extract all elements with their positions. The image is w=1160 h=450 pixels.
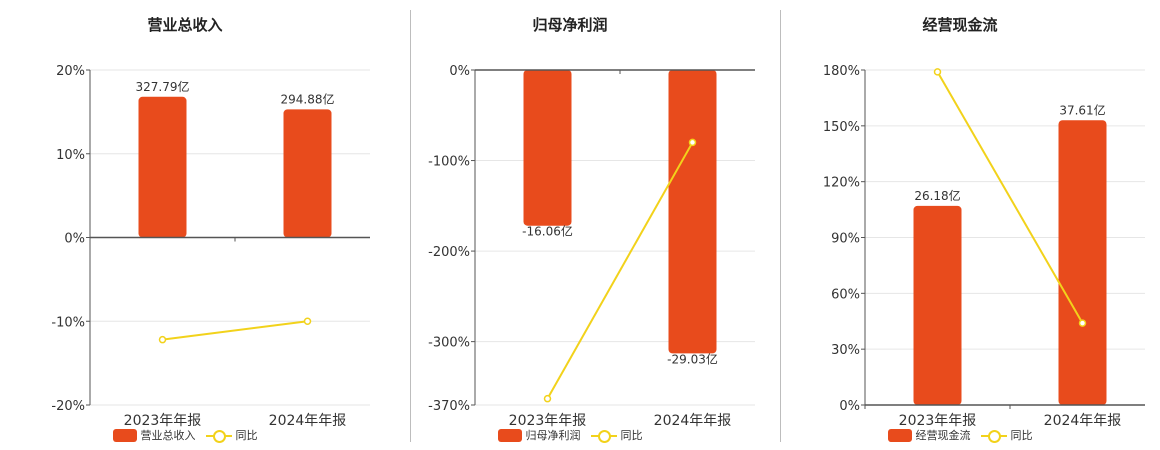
yoy-point xyxy=(688,138,697,147)
legend-bar-label: 归母净利润 xyxy=(525,429,581,442)
chart-title: 归母净利润 xyxy=(532,16,608,34)
legend-item-bar[interactable]: 营业总收入 xyxy=(112,427,196,443)
yoy-point xyxy=(158,335,167,344)
y-tick-label: 150% xyxy=(823,120,860,135)
x-tick-label: 2024年年报 xyxy=(654,413,732,429)
y-tick-label: -20% xyxy=(51,399,85,414)
chart-panel-operating-cash-flow: 经营现金流 180% 150% 120% 90% 60% 30% 0% 26.18亿 37.61… xyxy=(775,0,1145,450)
bar-data-label: -29.03亿 xyxy=(667,351,718,366)
legend-bar-swatch xyxy=(887,428,912,442)
legend-bar-swatch xyxy=(112,428,137,442)
bar-data-label: -16.06亿 xyxy=(522,224,573,239)
bar xyxy=(283,109,332,238)
x-tick-label: 2023年年报 xyxy=(124,413,202,429)
legend-line-icon xyxy=(590,429,617,443)
yoy-point xyxy=(543,394,552,403)
legend-item-yoy[interactable]: 同比 xyxy=(590,427,643,443)
y-tick-label: 0% xyxy=(64,232,85,247)
chart-panel-net-profit: 归母净利润 0% -100% -200% -300% -370% -16.06亿 -29.0… xyxy=(385,0,755,450)
bar xyxy=(668,70,717,354)
y-tick-label: 10% xyxy=(56,148,85,163)
legend-item-yoy[interactable]: 同比 xyxy=(205,427,258,443)
panel-divider xyxy=(410,10,411,442)
y-tick-label: 0% xyxy=(449,64,470,79)
y-tick-label: 180% xyxy=(823,64,860,79)
bar-data-label: 26.18亿 xyxy=(914,188,960,203)
bar xyxy=(138,96,187,238)
y-tick-label: 0% xyxy=(839,399,860,414)
y-tick-label: -370% xyxy=(428,399,470,414)
x-tick-label: 2024年年报 xyxy=(1044,413,1122,429)
chart-legend: 归母净利润 同比 xyxy=(385,427,755,443)
yoy-point xyxy=(1078,319,1087,327)
y-tick-label: 60% xyxy=(831,287,860,302)
bar-data-label: 37.61亿 xyxy=(1059,102,1105,117)
x-tick-label: 2023年年报 xyxy=(509,413,587,429)
chart-legend: 营业总收入 同比 xyxy=(0,427,370,443)
bar xyxy=(913,205,962,405)
x-tick-label: 2024年年报 xyxy=(269,413,347,429)
legend-bar-label: 经营现金流 xyxy=(915,429,971,442)
y-tick-label: -200% xyxy=(428,245,470,260)
chart-title: 营业总收入 xyxy=(147,16,223,34)
chart-legend: 经营现金流 同比 xyxy=(775,427,1145,443)
yoy-point xyxy=(933,68,942,76)
yoy-line xyxy=(546,141,694,400)
legend-yoy-label: 同比 xyxy=(620,429,643,442)
chart-title: 经营现金流 xyxy=(922,16,998,34)
chart-panel-revenue: 营业总收入 20% 10% 0% -10% -20% 327.79亿 294.88亿 2023… xyxy=(0,0,370,450)
yoy-point xyxy=(303,317,312,325)
legend-item-bar[interactable]: 归母净利润 xyxy=(497,427,581,443)
y-tick-label: -300% xyxy=(428,336,470,351)
legend-item-yoy[interactable]: 同比 xyxy=(980,427,1033,443)
bar xyxy=(523,70,572,226)
bar xyxy=(1058,120,1107,405)
yoy-line xyxy=(936,71,1084,324)
legend-yoy-label: 同比 xyxy=(1010,429,1033,442)
y-tick-label: -10% xyxy=(51,315,85,330)
y-tick-label: 120% xyxy=(823,176,860,191)
legend-yoy-label: 同比 xyxy=(235,429,258,442)
legend-line-icon xyxy=(205,429,232,443)
chart-svg: 180% 150% 120% 90% 60% 30% 0% 26.18亿 37.61亿 2023年… xyxy=(823,64,1145,429)
legend-bar-label: 营业总收入 xyxy=(140,429,196,442)
yoy-line xyxy=(162,320,308,341)
y-tick-label: 30% xyxy=(831,343,860,358)
panel-divider xyxy=(780,10,781,442)
y-tick-label: 20% xyxy=(56,64,85,79)
legend-item-bar[interactable]: 经营现金流 xyxy=(887,427,971,443)
bar-data-label: 327.79亿 xyxy=(136,79,190,94)
chart-svg: 20% 10% 0% -10% -20% 327.79亿 294.88亿 2023年年报 202… xyxy=(51,64,370,429)
y-tick-label: 90% xyxy=(831,232,860,247)
legend-bar-swatch xyxy=(497,428,522,442)
y-tick-label: -100% xyxy=(428,155,470,170)
x-tick-label: 2023年年报 xyxy=(899,413,977,429)
bar-data-label: 294.88亿 xyxy=(281,91,335,106)
chart-svg: 0% -100% -200% -300% -370% -16.06亿 -29.03亿 2023… xyxy=(428,64,755,429)
legend-line-icon xyxy=(980,429,1007,443)
